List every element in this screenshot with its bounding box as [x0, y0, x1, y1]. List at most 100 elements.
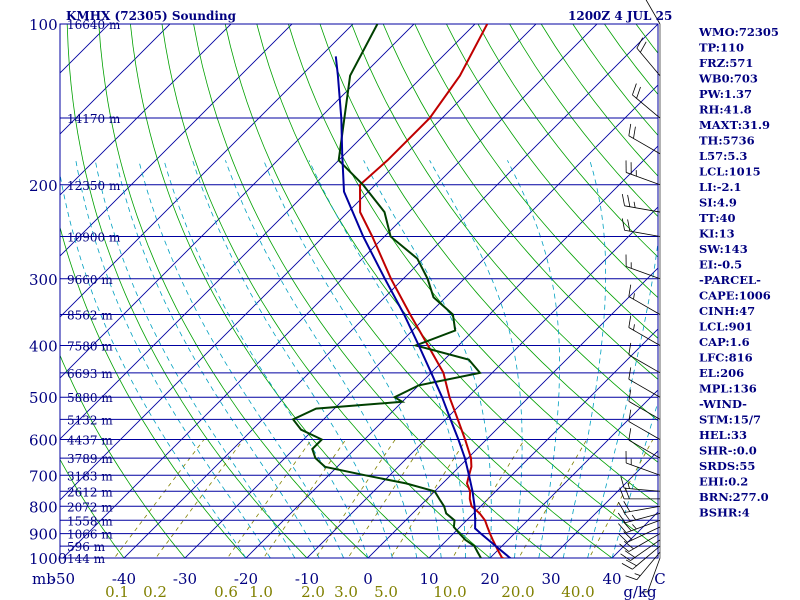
wind-barb-staff — [628, 533, 661, 552]
wind-barb-flag — [621, 563, 633, 570]
sounding-index: SRDS:55 — [699, 459, 755, 473]
wind-barb-flag — [625, 575, 637, 581]
sounding-index: WB0:703 — [698, 72, 758, 86]
wind-barb-staff — [628, 421, 661, 440]
wind-barb-flag — [618, 523, 627, 533]
parcel-line — [334, 56, 512, 558]
dry-adiabat-line — [60, 458, 125, 558]
dry-adiabat-line — [288, 24, 658, 506]
wind-barb-flag — [620, 553, 631, 561]
isotherm-line — [60, 24, 232, 196]
sounding-index: -WIND- — [699, 397, 747, 411]
wind-barb-staff — [624, 229, 661, 237]
plot-border — [59, 23, 659, 559]
temperature-tick-label: -10 — [295, 570, 319, 588]
pressure-tick-label: 300 — [29, 271, 58, 289]
height-label: 144 m — [67, 552, 106, 566]
wind-barb-flag — [623, 511, 631, 522]
isotherm-line — [245, 145, 658, 558]
height-label: 8562 m — [67, 309, 113, 323]
isotherm-line — [184, 84, 658, 558]
temperature-tick-label: 20 — [480, 570, 499, 588]
wind-barb-flag — [628, 428, 632, 441]
wind-barb — [628, 428, 661, 459]
wind-barb-staff — [632, 94, 661, 119]
sounding-index: SI:4.9 — [699, 196, 737, 210]
temperature-tick-label: 40 — [602, 570, 621, 588]
mixing-ratio-line — [347, 439, 427, 558]
wind-barb — [645, 0, 661, 25]
isotherm-line — [60, 24, 293, 257]
sounding-index: TP:110 — [699, 41, 744, 55]
wind-barb-staff — [628, 354, 661, 374]
mixing-ratio-tick-label: 2.0 — [301, 583, 325, 600]
mixing-ratio-tick-label: 1.0 — [249, 583, 273, 600]
height-label: 14170 m — [67, 112, 121, 126]
sounding-index: LFC:816 — [699, 351, 753, 365]
wind-barb-half-flag — [631, 514, 636, 521]
mixing-ratio-tick-label: 10.0 — [433, 583, 466, 600]
pressure-tick-label: 500 — [29, 389, 58, 407]
wind-barb — [625, 450, 661, 476]
mixing-ratio-line — [390, 439, 467, 558]
dry-adiabat-line — [351, 24, 658, 422]
sounding-index: BRN:277.0 — [699, 490, 769, 504]
isotherm-lines — [0, 12, 658, 569]
temperature-line — [358, 24, 507, 558]
moist-adiabat-line — [60, 172, 247, 558]
wind-barb-half-flag — [627, 482, 630, 489]
dry-adiabat-lines — [60, 24, 658, 558]
dry-adiabat-line — [382, 24, 658, 380]
chart-title-right: 1200Z 4 JUL 25 — [568, 9, 672, 23]
wind-barb — [628, 284, 661, 315]
temperature-tick-label: 10 — [419, 570, 438, 588]
wind-barb-flag — [621, 218, 625, 231]
mixing-ratio-tick-label: 40.0 — [561, 583, 594, 600]
wind-barb-staff — [636, 47, 661, 77]
dry-adiabat-line — [477, 24, 658, 258]
moist-adiabat-line — [562, 160, 606, 558]
wind-barb-staff — [626, 172, 661, 186]
moist-adiabat-line — [225, 160, 418, 558]
sounding-index: RH:41.8 — [699, 103, 752, 117]
pressure-tick-label: 100 — [29, 16, 58, 34]
wind-barb — [625, 551, 661, 581]
moist-adiabat-line — [263, 160, 442, 558]
sounding-index: TH:5736 — [699, 134, 755, 148]
sounding-index: STM:15/7 — [699, 413, 761, 427]
wind-barb — [620, 476, 661, 492]
wind-barb-flag — [623, 531, 633, 541]
wind-barb — [628, 389, 661, 420]
temperature-tick-label: -50 — [51, 570, 75, 588]
mixing-ratio-tick-label: 3.0 — [334, 583, 358, 600]
wind-barb — [618, 501, 661, 513]
wind-barb-staff — [624, 487, 661, 492]
isotherm-line — [0, 12, 60, 569]
pressure-unit-label: mb — [32, 570, 56, 588]
sounding-index: LCL:1015 — [699, 165, 761, 179]
pressure-tick-label: 1000 — [29, 550, 67, 568]
height-label: 6693 m — [67, 367, 113, 381]
height-label: 5132 m — [67, 413, 113, 427]
sounding-index: EI:-0.5 — [699, 258, 742, 272]
sounding-index: HEL:33 — [699, 428, 747, 442]
height-label: 1558 m — [67, 514, 113, 528]
wind-barb-flag — [623, 540, 634, 550]
sounding-index: TT:40 — [699, 211, 736, 225]
sounding-index: KI:13 — [699, 227, 735, 241]
wind-barb-staff — [647, 557, 661, 592]
temperature-tick-label: -40 — [112, 570, 136, 588]
wind-barb — [625, 254, 661, 280]
dry-adiabat-line — [193, 24, 552, 558]
height-label: 12350 m — [67, 179, 121, 193]
dry-adiabat-line — [319, 24, 658, 463]
isotherm-line — [60, 24, 171, 135]
sounding-index: MAXT:31.9 — [699, 118, 770, 132]
wind-barb-staff — [625, 513, 661, 524]
plot-frame — [59, 23, 659, 559]
temperature-tick-label: -20 — [234, 570, 258, 588]
isotherm-line — [60, 24, 415, 379]
wind-barb-flag — [628, 315, 632, 328]
